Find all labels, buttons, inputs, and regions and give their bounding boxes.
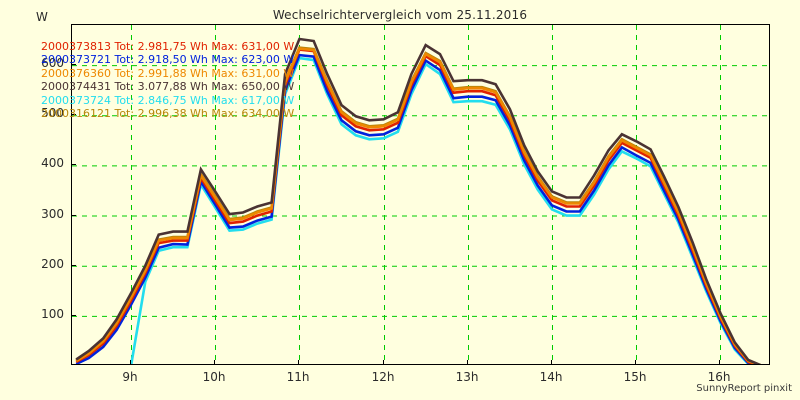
x-tick-mark: [551, 360, 552, 365]
y-tick-label: 300: [41, 207, 64, 221]
x-tick-label: 13h: [455, 370, 479, 384]
y-tick-label: 400: [41, 156, 64, 170]
legend-item-2000316121: 2000316121 Tot: 2.996,38 Wh Max: 634,00 …: [41, 107, 295, 121]
x-tick-mark: [383, 360, 384, 365]
plot-inner: [72, 25, 769, 364]
chart-title: Wechselrichtervergleich vom 25.11.2016: [272, 8, 528, 22]
y-tick-label: 500: [41, 106, 64, 120]
legend-item-2000374431: 2000374431 Tot: 3.077,88 Wh Max: 650,00 …: [41, 80, 295, 94]
x-tick-label: 12h: [371, 370, 395, 384]
x-tick-label: 10h: [202, 370, 226, 384]
y-tick-mark: [71, 164, 76, 165]
legend: 2000373813 Tot: 2.981,75 Wh Max: 631,00 …: [41, 40, 294, 120]
watermark: SunnyReport pinxit: [696, 383, 792, 394]
x-tick-mark: [130, 360, 131, 365]
x-tick-label: 11h: [286, 370, 310, 384]
y-tick-mark: [71, 114, 76, 115]
legend-item-2000373721: 2000373721 Tot: 2.918,50 Wh Max: 623,00 …: [41, 53, 295, 67]
y-axis-unit-label: W: [36, 10, 48, 24]
y-tick-label: 200: [41, 257, 64, 271]
legend-item-2000373724: 2000373724 Tot: 2.846,75 Wh Max: 617,00 …: [41, 93, 295, 107]
legend-item-2000376360: 2000376360 Tot: 2.991,88 Wh Max: 631,00 …: [41, 66, 295, 80]
x-tick-label: 9h: [122, 370, 138, 384]
x-tick-mark: [467, 360, 468, 365]
x-tick-mark: [298, 360, 299, 365]
y-tick-mark: [71, 64, 76, 65]
series-layer: [75, 37, 762, 364]
x-tick-mark: [214, 360, 215, 365]
x-tick-mark: [719, 360, 720, 365]
y-tick-mark: [71, 265, 76, 266]
y-tick-mark: [71, 215, 76, 216]
y-tick-mark: [71, 315, 76, 316]
y-tick-label: 100: [41, 307, 64, 321]
plot-area: [71, 24, 770, 365]
x-tick-label: 14h: [539, 370, 563, 384]
x-tick-label: 15h: [623, 370, 647, 384]
x-tick-mark: [635, 360, 636, 365]
legend-item-2000373813: 2000373813 Tot: 2.981,75 Wh Max: 631,00 …: [41, 40, 295, 53]
y-tick-label: 600: [41, 56, 64, 70]
x-tick-label: 16h: [707, 370, 731, 384]
